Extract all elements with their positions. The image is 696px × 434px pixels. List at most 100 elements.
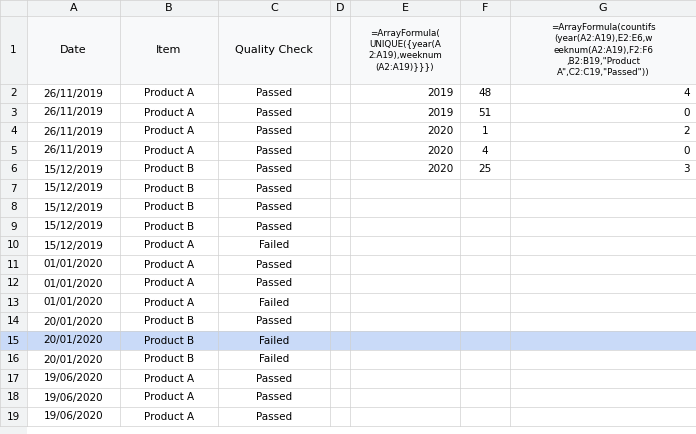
- Text: Product B: Product B: [144, 184, 194, 194]
- Text: Passed: Passed: [256, 145, 292, 155]
- Text: 13: 13: [7, 297, 20, 308]
- Text: 01/01/2020: 01/01/2020: [44, 279, 103, 289]
- Text: Product A: Product A: [144, 145, 194, 155]
- Text: 14: 14: [7, 316, 20, 326]
- Text: Product A: Product A: [144, 108, 194, 118]
- Text: 12: 12: [7, 279, 20, 289]
- Text: 26/11/2019: 26/11/2019: [44, 108, 104, 118]
- Text: 3: 3: [683, 164, 690, 174]
- Text: B: B: [165, 3, 173, 13]
- Text: Product B: Product B: [144, 316, 194, 326]
- Text: 3: 3: [10, 108, 17, 118]
- Text: Failed: Failed: [259, 335, 289, 345]
- Text: 26/11/2019: 26/11/2019: [44, 145, 104, 155]
- Text: Passed: Passed: [256, 279, 292, 289]
- Text: Failed: Failed: [259, 240, 289, 250]
- Text: 4: 4: [10, 126, 17, 137]
- Text: 15/12/2019: 15/12/2019: [44, 184, 104, 194]
- Bar: [0, 0, 696, 16]
- Text: Passed: Passed: [256, 221, 292, 231]
- Bar: [0, 331, 696, 350]
- Text: 20/01/2020: 20/01/2020: [44, 335, 103, 345]
- Text: Date: Date: [60, 45, 87, 55]
- Text: Product B: Product B: [144, 335, 194, 345]
- Text: 2: 2: [10, 89, 17, 99]
- Text: Passed: Passed: [256, 374, 292, 384]
- Text: 18: 18: [7, 392, 20, 402]
- Text: =ArrayFormula(countifs
(year(A2:A19),E2:E6,w
eeknum(A2:A19),F2:F6
,B2:B19,"Produ: =ArrayFormula(countifs (year(A2:A19),E2:…: [551, 23, 656, 77]
- Text: A: A: [70, 3, 77, 13]
- Text: 48: 48: [478, 89, 491, 99]
- Text: 2019: 2019: [427, 89, 454, 99]
- Text: 19/06/2020: 19/06/2020: [44, 392, 103, 402]
- Text: 15/12/2019: 15/12/2019: [44, 164, 104, 174]
- Text: 2019: 2019: [427, 108, 454, 118]
- Text: 20/01/2020: 20/01/2020: [44, 316, 103, 326]
- Text: 2020: 2020: [428, 164, 454, 174]
- Text: 9: 9: [10, 221, 17, 231]
- Text: Passed: Passed: [256, 411, 292, 421]
- Text: D: D: [335, 3, 345, 13]
- Text: Product A: Product A: [144, 260, 194, 270]
- Text: Passed: Passed: [256, 164, 292, 174]
- Text: 0: 0: [683, 145, 690, 155]
- Text: Product A: Product A: [144, 374, 194, 384]
- Text: 17: 17: [7, 374, 20, 384]
- Text: 26/11/2019: 26/11/2019: [44, 89, 104, 99]
- Text: Passed: Passed: [256, 392, 292, 402]
- Text: Product A: Product A: [144, 279, 194, 289]
- Text: Passed: Passed: [256, 316, 292, 326]
- Text: 2: 2: [683, 126, 690, 137]
- Text: 51: 51: [478, 108, 491, 118]
- Text: Product A: Product A: [144, 89, 194, 99]
- Text: 19/06/2020: 19/06/2020: [44, 374, 103, 384]
- Text: Passed: Passed: [256, 260, 292, 270]
- Text: 1: 1: [482, 126, 489, 137]
- Text: F: F: [482, 3, 488, 13]
- Text: 15/12/2019: 15/12/2019: [44, 203, 104, 213]
- Text: 15/12/2019: 15/12/2019: [44, 221, 104, 231]
- Bar: [0, 16, 27, 434]
- Text: 10: 10: [7, 240, 20, 250]
- Text: 16: 16: [7, 355, 20, 365]
- Text: Product B: Product B: [144, 164, 194, 174]
- Text: E: E: [402, 3, 409, 13]
- Text: Product A: Product A: [144, 297, 194, 308]
- Text: 26/11/2019: 26/11/2019: [44, 126, 104, 137]
- Text: =ArrayFormula(
UNIQUE({year(A
2:A19),weeknum
(A2:A19)}}}): =ArrayFormula( UNIQUE({year(A 2:A19),wee…: [368, 29, 442, 71]
- Text: 5: 5: [10, 145, 17, 155]
- Text: Passed: Passed: [256, 203, 292, 213]
- Text: Failed: Failed: [259, 297, 289, 308]
- Text: Product B: Product B: [144, 221, 194, 231]
- Text: Passed: Passed: [256, 108, 292, 118]
- Text: Item: Item: [157, 45, 182, 55]
- Text: Product B: Product B: [144, 355, 194, 365]
- Text: 6: 6: [10, 164, 17, 174]
- Text: Passed: Passed: [256, 89, 292, 99]
- Text: Failed: Failed: [259, 355, 289, 365]
- Text: 7: 7: [10, 184, 17, 194]
- Text: 01/01/2020: 01/01/2020: [44, 260, 103, 270]
- Text: G: G: [599, 3, 608, 13]
- Text: 15/12/2019: 15/12/2019: [44, 240, 104, 250]
- Text: Passed: Passed: [256, 126, 292, 137]
- Text: Product A: Product A: [144, 411, 194, 421]
- Text: 1: 1: [10, 45, 17, 55]
- Text: 11: 11: [7, 260, 20, 270]
- Text: Passed: Passed: [256, 184, 292, 194]
- Text: 4: 4: [683, 89, 690, 99]
- Bar: [27, 16, 696, 84]
- Text: Product B: Product B: [144, 203, 194, 213]
- Text: 2020: 2020: [428, 126, 454, 137]
- Text: 8: 8: [10, 203, 17, 213]
- Text: 15: 15: [7, 335, 20, 345]
- Text: 2020: 2020: [428, 145, 454, 155]
- Text: Product A: Product A: [144, 392, 194, 402]
- Text: 19: 19: [7, 411, 20, 421]
- Text: 4: 4: [482, 145, 489, 155]
- Text: Product A: Product A: [144, 240, 194, 250]
- Text: C: C: [270, 3, 278, 13]
- Text: Product A: Product A: [144, 126, 194, 137]
- Text: 19/06/2020: 19/06/2020: [44, 411, 103, 421]
- Text: 01/01/2020: 01/01/2020: [44, 297, 103, 308]
